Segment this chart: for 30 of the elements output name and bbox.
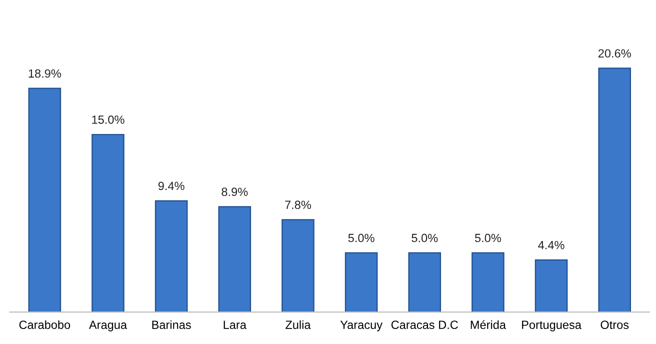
bar	[344, 252, 378, 312]
bar	[154, 200, 188, 312]
bar	[28, 88, 62, 312]
bar	[598, 68, 631, 312]
data-label: 9.4%	[158, 182, 184, 190]
x-tick-label: Lara	[224, 320, 246, 330]
data-label: 5.0%	[412, 234, 438, 242]
x-tick-label: Aragua	[88, 320, 128, 332]
data-label: 18.9%	[28, 69, 61, 78]
bar	[408, 252, 442, 312]
bar	[218, 206, 252, 312]
bar	[92, 134, 124, 312]
x-tick-label: Otros	[600, 320, 629, 330]
data-label: 20.6%	[598, 49, 631, 58]
x-tick-label: Carabobo	[19, 320, 70, 330]
data-label: 15.0%	[92, 115, 124, 124]
bar	[534, 259, 568, 312]
data-label: 7.8%	[285, 200, 312, 210]
bar	[282, 219, 314, 312]
data-label: 5.0%	[348, 234, 374, 242]
data-label: 5.0%	[474, 234, 501, 242]
data-label: 8.9%	[222, 188, 248, 196]
x-tick-label: Portuguesa	[522, 320, 582, 332]
x-tick-label: Barinas	[152, 320, 191, 330]
x-tick-label: Yaracuy	[340, 320, 382, 332]
data-label: 4.4%	[538, 240, 564, 250]
x-tick-label: Zulia	[286, 320, 311, 330]
x-tick-label: Mérida	[470, 320, 506, 330]
x-tick-label: Caracas D.C	[391, 320, 458, 330]
bar	[472, 252, 504, 312]
